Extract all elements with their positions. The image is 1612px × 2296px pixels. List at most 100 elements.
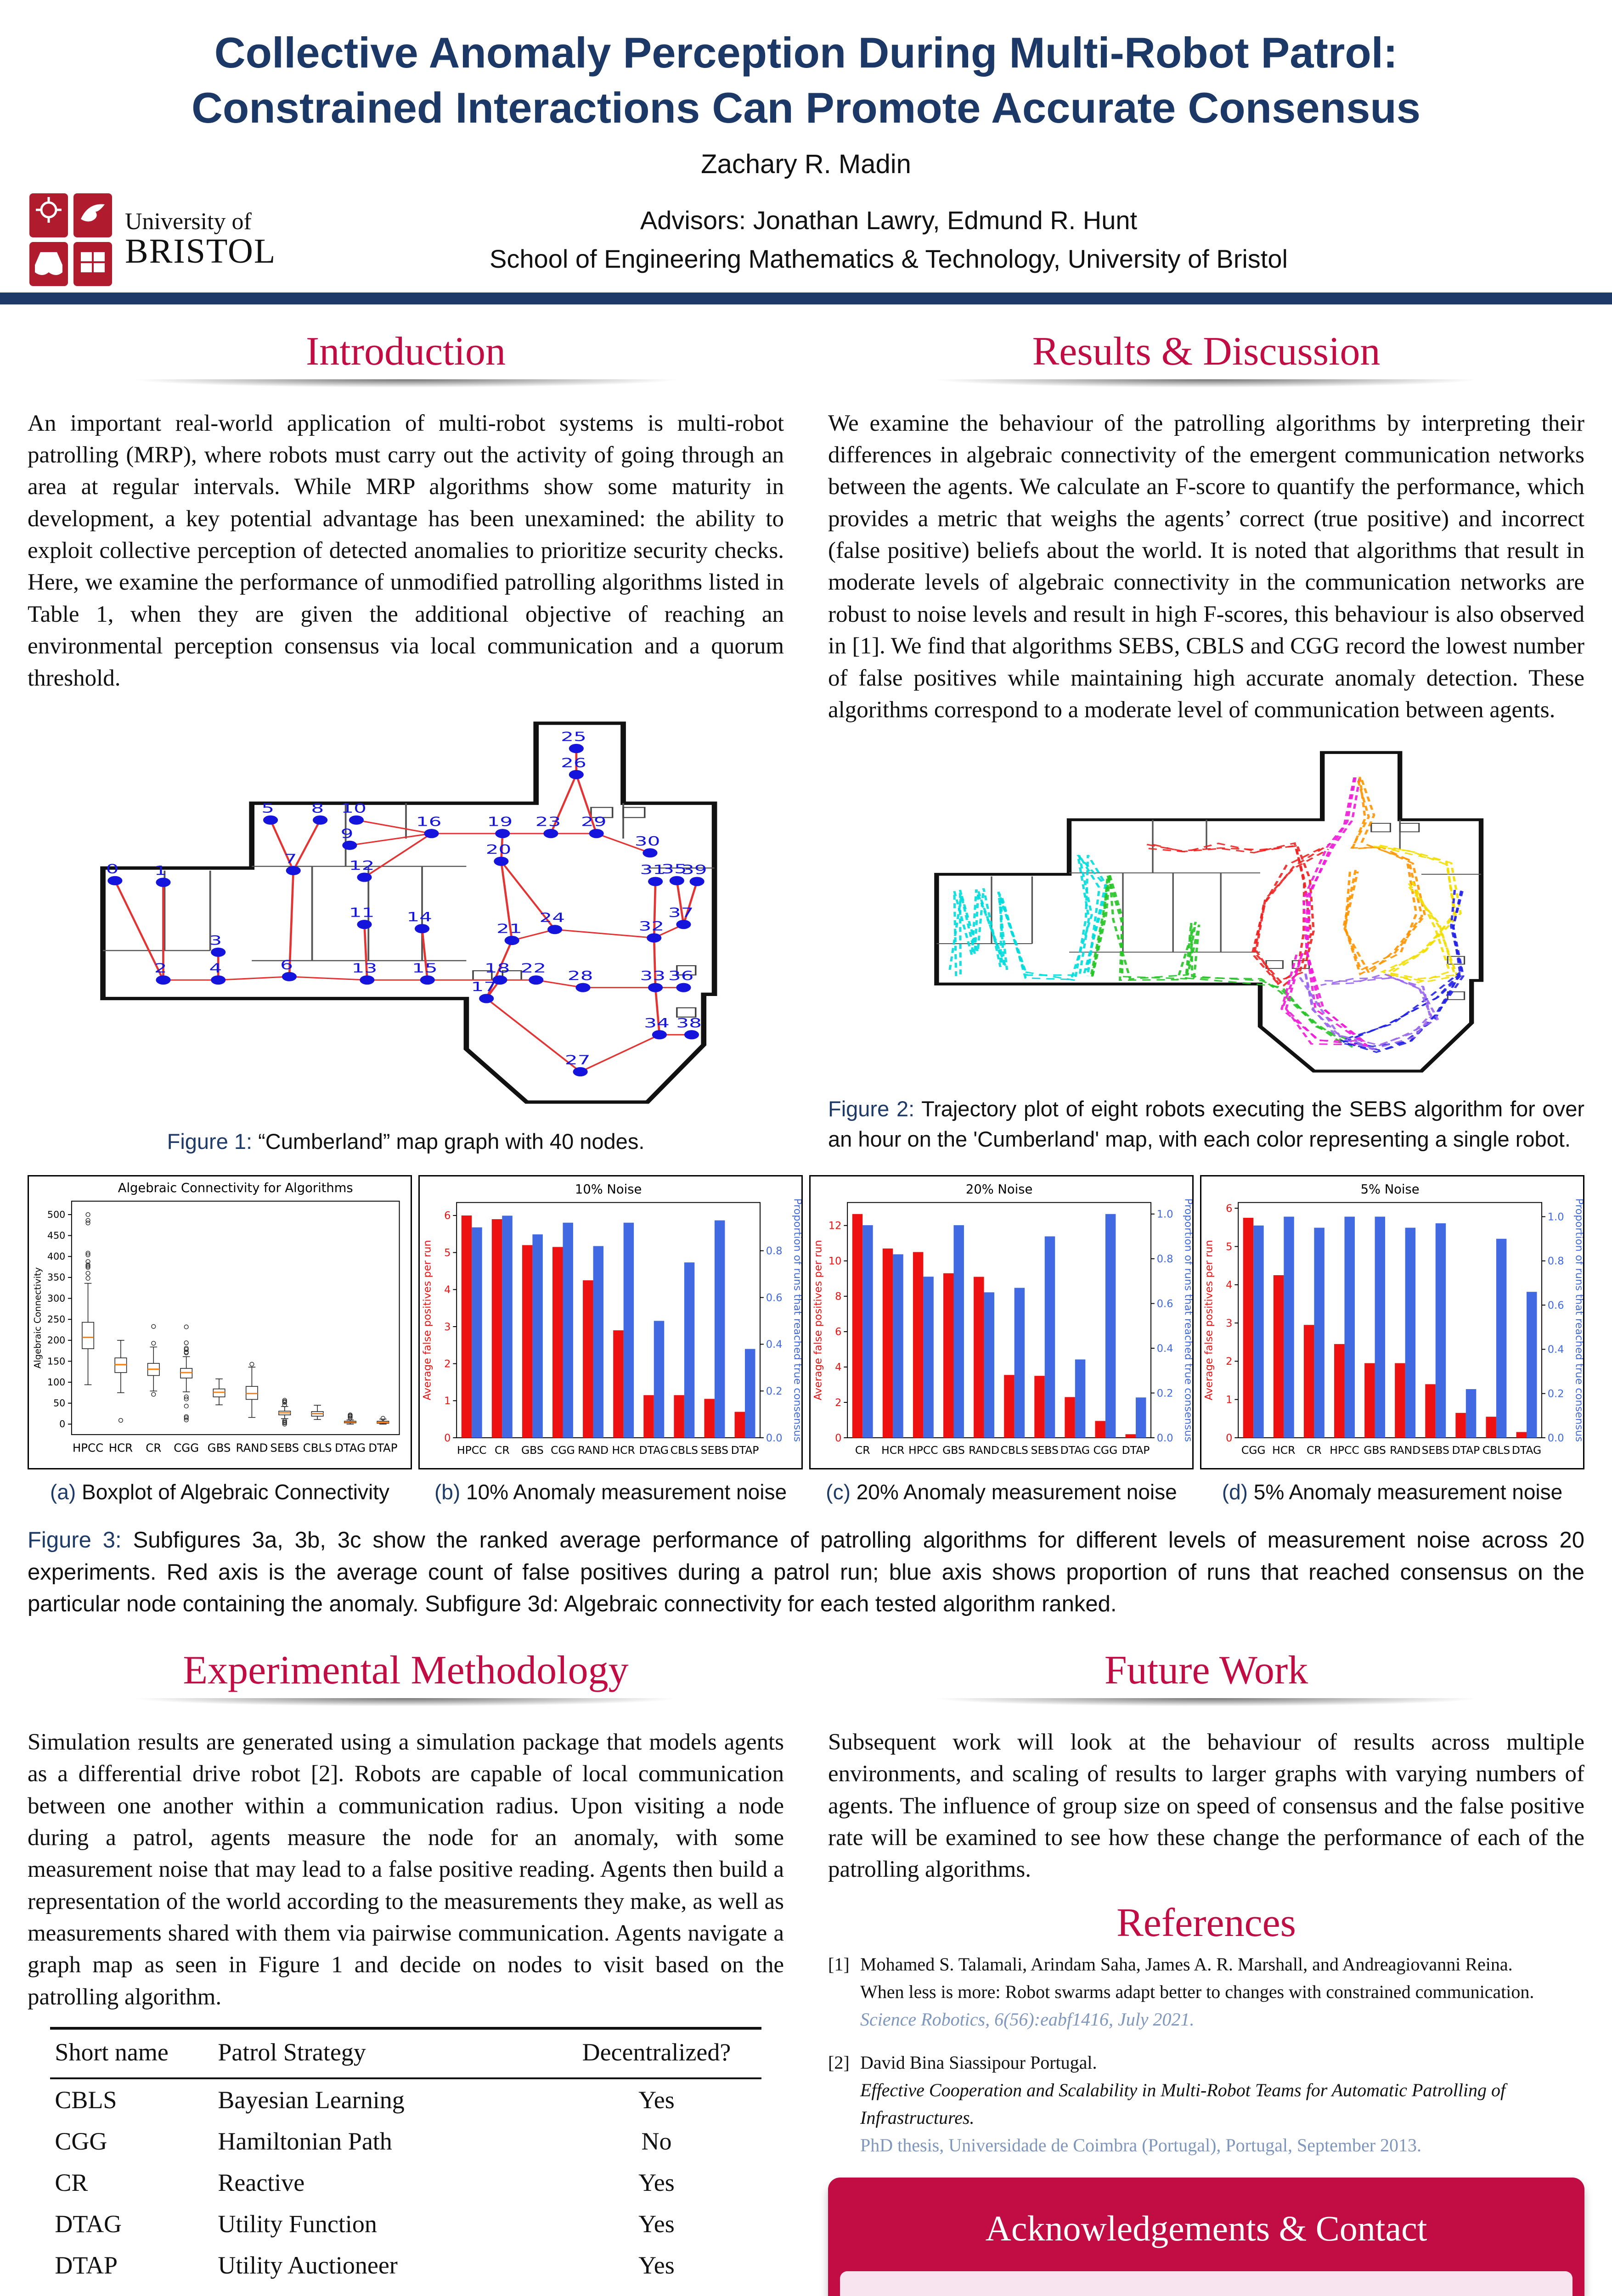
graph-node-label: 3 <box>209 933 222 947</box>
graph-node-label: 28 <box>567 968 593 983</box>
consensus-bar <box>953 1225 964 1438</box>
svg-text:CGG: CGG <box>551 1444 575 1457</box>
graph-node-label: 4 <box>209 961 222 975</box>
svg-text:3: 3 <box>1226 1317 1232 1329</box>
graph-node <box>648 877 663 886</box>
graph-node-label: 24 <box>539 910 565 925</box>
consensus-bar <box>1014 1288 1025 1438</box>
false-positive-bar <box>882 1248 893 1438</box>
graph-edge <box>421 929 428 980</box>
section-shadow-divider <box>28 379 784 391</box>
svg-text:0.0: 0.0 <box>1157 1432 1173 1444</box>
graph-edge <box>682 881 698 925</box>
section-shadow-divider <box>28 1698 784 1710</box>
consensus-bar <box>472 1227 482 1438</box>
graph-node <box>420 975 435 985</box>
robot-trajectory <box>953 855 1107 981</box>
svg-text:0.0: 0.0 <box>766 1432 783 1444</box>
svg-text:Proportion of runs that reache: Proportion of runs that reached true con… <box>1573 1198 1583 1441</box>
bristol-crest-icon <box>29 193 112 286</box>
false-positive-bar <box>1516 1432 1527 1438</box>
consensus-bar <box>1465 1389 1477 1438</box>
svg-text:HPCC: HPCC <box>1330 1444 1359 1457</box>
graph-node <box>652 1030 667 1040</box>
figure-3-caption: Figure 3: Subfigures 3a, 3b, 3c show the… <box>28 1528 1584 1617</box>
graph-edge <box>511 929 555 941</box>
false-positive-bar <box>1034 1375 1045 1438</box>
graph-node-label: 6 <box>280 957 293 972</box>
svg-text:450: 450 <box>47 1230 65 1241</box>
section-methodology: Experimental Methodology Simulation resu… <box>28 1635 784 2296</box>
graph-node <box>575 983 590 992</box>
svg-text:5: 5 <box>1226 1241 1232 1253</box>
methodology-body: Simulation results are generated using a… <box>28 1729 784 2010</box>
reference-item: [2] David Bina Siassipour Portugal. Effect… <box>828 2049 1584 2159</box>
reference-number: [2] <box>828 2052 850 2073</box>
false-positive-bar <box>1395 1363 1405 1438</box>
section-shadow-divider <box>828 379 1584 391</box>
graph-node-label: 8 <box>311 801 324 816</box>
graph-node <box>547 924 562 934</box>
svg-text:SEBS: SEBS <box>701 1444 728 1457</box>
consensus-bar <box>984 1292 995 1438</box>
logo-bristol: BRISTOL <box>125 232 276 271</box>
table-cell: Yes <box>638 2086 675 2114</box>
graph-node-label: 34 <box>644 1015 670 1030</box>
false-positive-bar <box>1364 1363 1375 1438</box>
section-future-work: Future Work Subsequent work will look at… <box>828 1635 1584 2296</box>
svg-text:10% Noise: 10% Noise <box>575 1182 642 1197</box>
graph-node <box>155 878 171 887</box>
svg-text:CBLS: CBLS <box>671 1444 698 1457</box>
table-cell: GBS <box>50 2286 213 2296</box>
svg-text:HPCC: HPCC <box>457 1444 487 1457</box>
graph-node <box>528 975 543 985</box>
graph-edge <box>535 979 583 988</box>
introduction-title: Introduction <box>305 329 506 374</box>
consensus-bar <box>745 1349 755 1438</box>
graph-node-label: 39 <box>681 862 707 877</box>
svg-text:0.6: 0.6 <box>1548 1300 1564 1311</box>
svg-text:4: 4 <box>835 1361 841 1373</box>
false-positive-bar <box>1334 1344 1345 1438</box>
consensus-bar <box>502 1216 513 1438</box>
graph-node <box>504 935 519 945</box>
graph-node-label: 0 <box>106 861 118 876</box>
svg-text:GBS: GBS <box>208 1441 231 1454</box>
svg-text:6: 6 <box>835 1326 841 1338</box>
table-row: DTAG Utility Function Yes <box>50 2203 761 2245</box>
svg-text:HCR: HCR <box>1272 1444 1295 1457</box>
graph-node-label: 1 <box>154 863 167 878</box>
robot-trajectory <box>1285 778 1366 1042</box>
section-results: Results & Discussion We examine the beha… <box>828 316 1584 1157</box>
graph-node <box>589 828 604 838</box>
false-positive-bar <box>1486 1416 1496 1438</box>
consensus-bar <box>1075 1359 1086 1438</box>
consensus-bar <box>1284 1216 1294 1438</box>
top-columns: Introduction An important real-world app… <box>0 304 1612 1157</box>
figure-1-label: Figure 1: <box>167 1129 253 1154</box>
svg-text:RAND: RAND <box>236 1441 268 1454</box>
consensus-bar <box>893 1254 903 1438</box>
false-positive-bar <box>643 1395 654 1438</box>
table-header-row: Short name Patrol Strategy Decentralized? <box>50 2028 761 2079</box>
table-row: CR Reactive Yes <box>50 2162 761 2203</box>
table-cell: CGG <box>55 2127 107 2155</box>
false-positive-bar <box>704 1398 715 1438</box>
figure-3: Algebraic Connectivity for Algorithms 0 50… <box>0 1157 1612 1623</box>
false-positive-bar <box>583 1280 593 1438</box>
subcaption-a: (a) Boxplot of Algebraic Connectivity <box>50 1480 389 1504</box>
graph-edge <box>575 774 597 834</box>
false-positive-bar <box>1455 1412 1466 1438</box>
svg-text:400: 400 <box>47 1251 65 1262</box>
table-cell: CR <box>55 2169 88 2197</box>
graph-node <box>107 876 122 885</box>
reference-line: Science Robotics, 6(56):eabf1416, July 2… <box>860 2009 1195 2030</box>
svg-text:0: 0 <box>444 1432 451 1444</box>
graph-node <box>648 983 663 992</box>
svg-text:DTAG: DTAG <box>335 1441 366 1454</box>
false-positive-bar <box>913 1252 924 1438</box>
svg-text:GBS: GBS <box>942 1444 965 1457</box>
floorplan-outline <box>100 721 717 1104</box>
title-line-2: Constrained Interactions Can Promote Acc… <box>191 84 1421 132</box>
advisors-line: Advisors: Jonathan Lawry, Edmund R. Hunt <box>640 205 1138 235</box>
